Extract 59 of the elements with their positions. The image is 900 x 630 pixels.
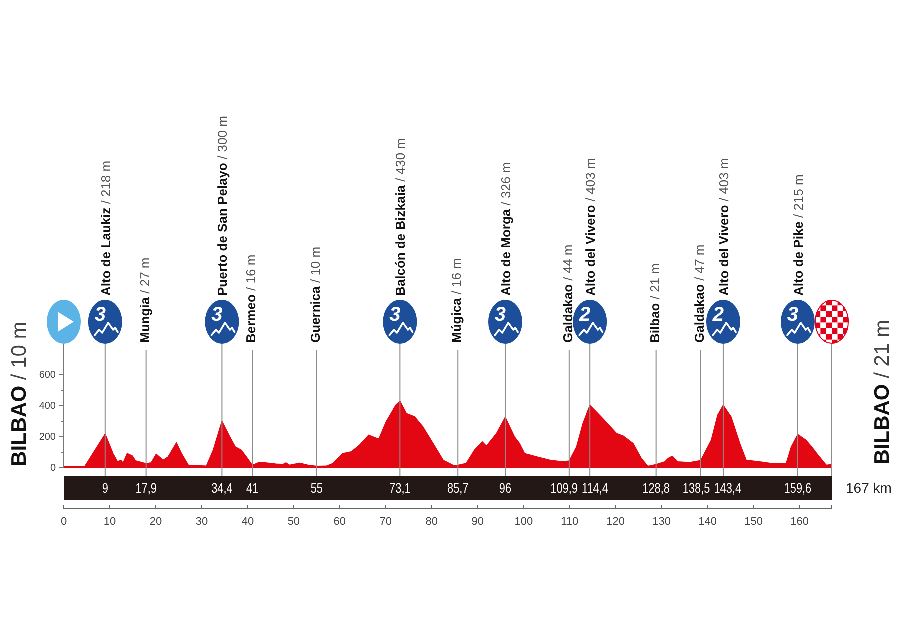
x2-tick-label: 85,7	[447, 480, 469, 496]
ref-line-label: Bermeo / 16 m	[244, 254, 259, 343]
x-tick-label: 0	[60, 516, 68, 528]
x-tick-label: 100	[514, 516, 534, 528]
x2-tick-label: 55	[310, 480, 324, 496]
x-tick-label: 160	[790, 516, 809, 528]
x-tick-label: 40	[242, 516, 254, 528]
x2-tick-label: 143,4	[714, 480, 742, 496]
ref-line-label: Alto del Vivero / 403 m	[583, 158, 598, 296]
x-tick-label: 150	[744, 516, 763, 528]
ref-line-label: Galdakao / 44 m	[560, 244, 576, 343]
y-tick-label: 200	[39, 432, 56, 444]
x-tick-label: 10	[104, 516, 116, 528]
ref-line-label: Alto de Laukiz / 218 m	[98, 160, 114, 296]
x-tick-label: 20	[150, 516, 162, 528]
x-tick-label: 70	[380, 516, 392, 528]
x-tick-label: 30	[196, 516, 208, 528]
text: 3	[94, 304, 106, 326]
ref-line-label: Galdakao / 47 m	[692, 244, 707, 343]
ref-line-label: Alto de Pike / 215 m	[790, 174, 806, 296]
x2-tick-label: 73,1	[390, 480, 411, 496]
ref-line-label: Alto del Vivero / 403 m	[716, 158, 732, 296]
x2-tick-label: 17,9	[136, 480, 157, 496]
x-tick-label: 50	[288, 516, 300, 528]
x-tick-label: 80	[426, 516, 438, 528]
x-tick-label: 60	[334, 516, 346, 528]
ref-line-label: Balcón de Bizkaia / 430 m	[393, 138, 408, 296]
y-tick-label: 0	[50, 463, 56, 474]
y-tick-label: 600	[39, 370, 56, 382]
x2-tick-label: 34,4	[212, 480, 233, 496]
x-tick-label: 130	[652, 516, 672, 528]
x2-tick-label: 159,6	[784, 480, 812, 496]
annotation: BILBAO / 21 m	[871, 320, 894, 465]
text: 3	[390, 304, 401, 326]
ref-line-label: Múgica / 16 m	[449, 258, 464, 343]
text: 2	[578, 304, 591, 326]
y-tick-label: 400	[39, 401, 56, 412]
x2-tick-label: 96	[499, 480, 512, 496]
x2-tick-label: 114,4	[582, 480, 608, 496]
x2-tick-label: 138,5	[682, 480, 710, 496]
text: 3	[494, 304, 506, 326]
ref-line-label: Bilbao / 21 m	[647, 264, 662, 343]
x-tick-label: 110	[561, 516, 579, 528]
x2-tick-label: 109,9	[550, 480, 578, 496]
ref-line-label: Mungia / 27 m	[137, 258, 152, 343]
x-tick-label: 120	[606, 516, 626, 528]
text: 3	[212, 304, 223, 326]
x2-tick-label: 9	[102, 480, 108, 496]
x-tick-label: 140	[698, 516, 718, 528]
x2-tick-label: 41	[246, 480, 259, 496]
ref-line-label: Guernica / 10 m	[308, 246, 323, 343]
x2-tick-label: 128,8	[642, 480, 670, 496]
x-tick-label: 90	[472, 516, 484, 528]
ref-line-label: Alto de Morga / 326 m	[498, 162, 514, 296]
text: 2	[712, 304, 724, 326]
x2-axis-title: 167 km	[846, 480, 892, 496]
text: 3	[787, 304, 799, 326]
ref-line-label: Puerto de San Pelayo / 300 m	[215, 116, 230, 296]
annotation: BILBAO / 10 m	[8, 322, 31, 466]
